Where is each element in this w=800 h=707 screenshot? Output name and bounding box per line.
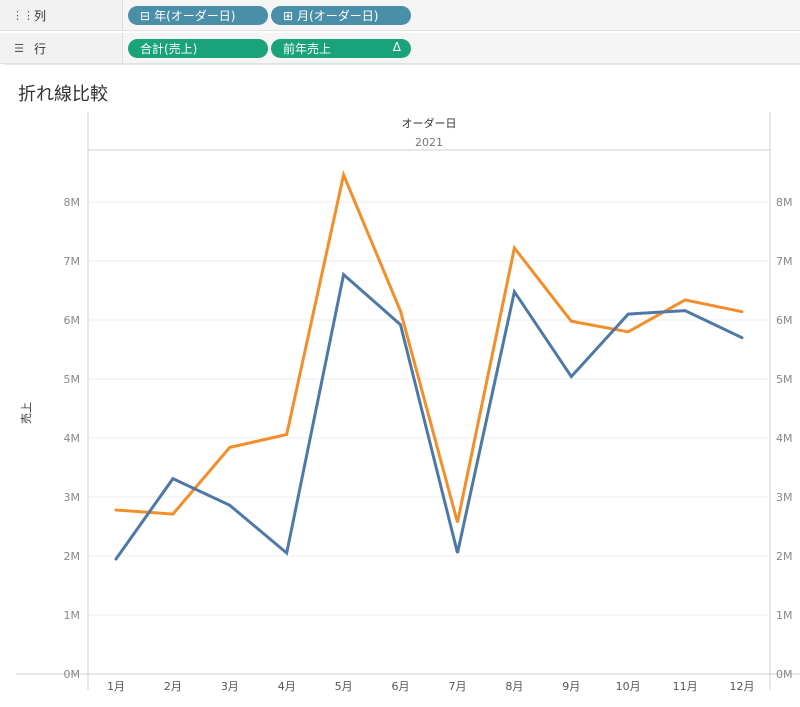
x-tick-label: 4月 xyxy=(278,680,296,693)
y-axis-title: 売上 xyxy=(20,402,33,424)
y-tick-label-left: 2M xyxy=(64,550,81,563)
x-tick-label: 7月 xyxy=(448,680,466,693)
y-tick-label-left: 0M xyxy=(64,668,81,681)
y-tick-label-left: 7M xyxy=(64,255,81,268)
x-tick-label: 9月 xyxy=(562,680,580,693)
y-tick-label-right: 2M xyxy=(776,550,793,563)
y-tick-label-right: 3M xyxy=(776,491,793,504)
x-tick-label: 1月 xyxy=(107,680,125,693)
y-tick-label-left: 8M xyxy=(64,196,81,209)
x-tick-label: 8月 xyxy=(505,680,523,693)
x-tick-label: 10月 xyxy=(616,680,641,693)
y-tick-label-right: 6M xyxy=(776,314,793,327)
x-tick-label: 5月 xyxy=(335,680,353,693)
y-tick-label-right: 5M xyxy=(776,373,793,386)
y-tick-label-left: 1M xyxy=(64,609,81,622)
y-tick-label-right: 8M xyxy=(776,196,793,209)
x-tick-label: 11月 xyxy=(673,680,698,693)
y-tick-label-left: 3M xyxy=(64,491,81,504)
header-year-label: 2021 xyxy=(415,136,443,149)
y-tick-label-right: 1M xyxy=(776,609,793,622)
x-tick-label: 6月 xyxy=(392,680,410,693)
y-tick-label-right: 0M xyxy=(776,668,793,681)
y-tick-label-right: 7M xyxy=(776,255,793,268)
x-tick-label: 2月 xyxy=(164,680,182,693)
y-tick-label-left: 4M xyxy=(64,432,81,445)
header-field-label: オーダー日 xyxy=(402,116,457,130)
y-tick-label-left: 6M xyxy=(64,314,81,327)
series-line-prev-year-sales xyxy=(116,175,742,523)
y-tick-label-right: 4M xyxy=(776,432,793,445)
x-tick-label: 3月 xyxy=(221,680,239,693)
x-tick-label: 12月 xyxy=(730,680,755,693)
y-tick-label-left: 5M xyxy=(64,373,81,386)
